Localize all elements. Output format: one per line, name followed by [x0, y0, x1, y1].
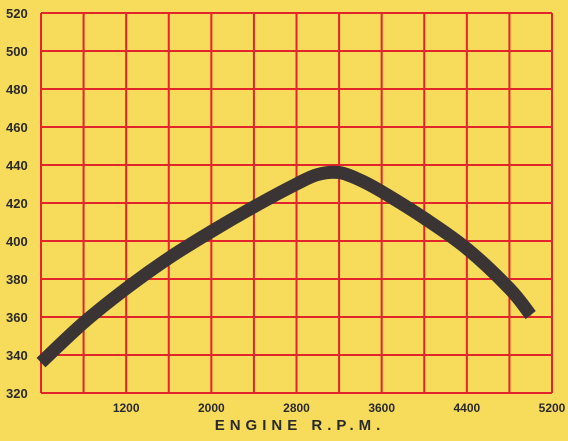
data-point: [125, 288, 127, 289]
grid: [40, 12, 553, 394]
data-point: [359, 179, 361, 181]
y-tick-label: 380: [6, 272, 28, 287]
data-point: [423, 217, 425, 219]
y-tick-label: 420: [6, 196, 28, 211]
y-tick-label: 440: [6, 158, 28, 173]
x-tick-label: 2800: [283, 401, 310, 415]
y-axis-ticks: 320 340 360 380 400 420 440 460 480 500 520: [6, 6, 28, 401]
data-point: [210, 231, 212, 232]
y-tick-label: 400: [6, 234, 28, 249]
data-point: [381, 191, 383, 193]
series-line: [36, 165, 536, 368]
y-tick-label: 320: [6, 386, 28, 401]
data-point: [508, 288, 510, 289]
y-tick-label: 360: [6, 310, 28, 325]
x-axis-label: ENGINE R.P.M.: [215, 417, 386, 434]
data-point: [530, 314, 532, 316]
x-tick-label: 5200: [539, 401, 566, 415]
x-axis-ticks: 1200 2000 2800 3600 4400 5200: [113, 401, 566, 415]
data-point: [253, 206, 255, 208]
data-point: [40, 362, 42, 364]
y-tick-label: 500: [6, 44, 28, 59]
data-point: [317, 174, 319, 175]
x-tick-label: 2000: [198, 401, 225, 415]
series-layer: [36, 165, 536, 368]
y-tick-label: 520: [6, 6, 28, 21]
x-tick-label: 4400: [453, 401, 480, 415]
data-point: [338, 172, 340, 174]
y-tick-label: 340: [6, 348, 28, 363]
data-point: [83, 322, 85, 324]
data-point: [296, 183, 297, 185]
data-point: [466, 248, 468, 250]
x-tick-label: 3600: [368, 401, 395, 415]
y-tick-label: 460: [6, 120, 28, 135]
x-tick-label: 1200: [113, 401, 140, 415]
data-point: [168, 257, 170, 259]
y-tick-label: 480: [6, 82, 28, 97]
